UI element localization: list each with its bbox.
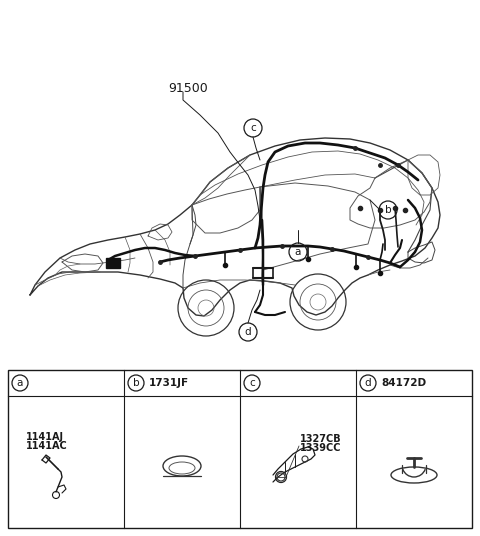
Text: 1327CB: 1327CB [300, 434, 342, 444]
Text: b: b [384, 205, 391, 215]
Bar [8, 370, 472, 528]
Text: d: d [245, 327, 252, 337]
Text: 91500: 91500 [168, 81, 208, 94]
Text: 1141AC: 1141AC [26, 441, 68, 451]
Text: c: c [250, 123, 256, 133]
Text: 1141AJ: 1141AJ [26, 432, 64, 442]
Text: a: a [17, 378, 23, 388]
Text: d: d [365, 378, 372, 388]
Text: 1731JF: 1731JF [149, 378, 189, 388]
Text: a: a [295, 247, 301, 257]
Text: 1339CC: 1339CC [300, 443, 341, 453]
Text: 84172D: 84172D [381, 378, 426, 388]
Text: c: c [249, 378, 255, 388]
Text: b: b [132, 378, 139, 388]
Bar [106, 258, 120, 268]
